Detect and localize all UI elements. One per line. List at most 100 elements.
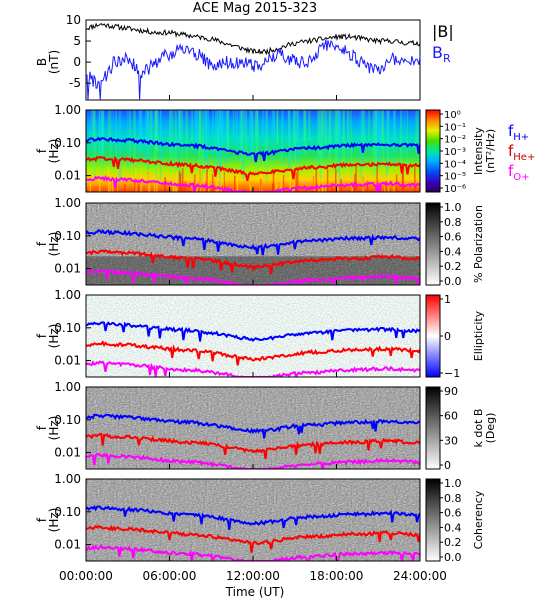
freq-axis-unit: (Hz)	[47, 232, 61, 257]
freq-axis-label: f	[35, 517, 49, 522]
freq-tick-label: 0.10	[54, 136, 81, 150]
colorbar-tick-label: 0	[444, 459, 451, 472]
time-tick-label: 06:00:00	[143, 569, 197, 583]
freq-axis-label: f	[35, 241, 49, 246]
spectrogram-kdotb	[86, 387, 420, 469]
colorbar-tick-label: 10⁻²	[444, 135, 466, 146]
colorbar-tick-label: 0.4	[444, 245, 462, 258]
freq-axis-unit: (Hz)	[47, 416, 61, 441]
colorbar-tick-label: 0	[444, 330, 451, 343]
colorbar-tick-label: 90	[444, 385, 458, 398]
freq-tick-label: 0.01	[54, 538, 81, 552]
panel-kdotb: 1.00 0.10 0.01 f(Hz) 90 60 30 0 k dot B (Deg)	[35, 380, 497, 472]
time-tick-label: 18:00:00	[310, 569, 364, 583]
magnetic-field-panel: 10 5 0 -5 B (nT) |B| BR	[35, 13, 454, 101]
freq-axis-label: f	[35, 148, 49, 153]
time-tick-label: 00:00:00	[59, 569, 113, 583]
freq-tick-label: 1.00	[54, 380, 81, 394]
b-tick-label: 5	[73, 34, 81, 48]
line-fHeplus	[86, 340, 420, 366]
line-fHeplus	[86, 433, 420, 459]
colorbar-tick-label: −1	[444, 367, 460, 380]
panel-intensity: 1.000.100.01f(Hz)10⁰10⁻¹10⁻²10⁻³10⁻⁴10⁻⁵…	[35, 103, 535, 195]
line-fOplus	[86, 360, 420, 377]
line-fHeplus	[86, 249, 420, 275]
freq-axis-label: f	[35, 425, 49, 430]
line-fOplus	[86, 174, 420, 192]
colorbar-tick-label: 1.0	[444, 201, 462, 214]
b-axis-unit: (nT)	[47, 50, 61, 74]
freq-tick-label: 0.10	[54, 229, 81, 243]
freq-tick-label: 1.00	[54, 472, 81, 486]
colorbar-tick-label: 10⁰	[444, 110, 461, 121]
br-series	[85, 39, 421, 101]
spectrogram-polarization	[86, 203, 420, 285]
freq-tick-label: 0.01	[54, 169, 81, 183]
line-fOplus	[86, 452, 420, 469]
b-tick-label: -5	[69, 76, 81, 90]
colorbar-kdotb	[425, 386, 441, 470]
colorbar-tick-label: 1.0	[444, 477, 462, 490]
colorbar-tick-label: 30	[444, 434, 458, 447]
time-tick-label: 24:00:00	[393, 569, 447, 583]
colorbar-tick-label: 0.0	[444, 275, 462, 288]
b-tick-label: 0	[73, 55, 81, 69]
colorbar-tick-label: 0.2	[444, 536, 462, 549]
colorbar-coherency	[425, 478, 441, 562]
spectrogram-intensity	[86, 110, 420, 192]
b-axis-label: B	[35, 58, 49, 66]
colorbar-label: (nT²/Hz)	[484, 129, 497, 173]
freq-tick-label: 0.10	[54, 505, 81, 519]
line-fHplus	[86, 321, 420, 343]
freq-tick-label: 0.01	[54, 354, 81, 368]
colorbar-tick-label: 1	[444, 293, 451, 306]
freq-tick-label: 0.01	[54, 262, 81, 276]
colorbar-tick-label: 10⁻⁶	[444, 184, 466, 195]
freq-axis-label: f	[35, 333, 49, 338]
freq-tick-label: 0.01	[54, 446, 81, 460]
freq-axis-unit: (Hz)	[47, 139, 61, 164]
legend-fHeplus: fHe+	[508, 142, 535, 163]
colorbar-tick-label: 10⁻⁵	[444, 172, 466, 183]
legend-br-sub: R	[443, 52, 451, 65]
panel-frame	[85, 19, 421, 101]
legend-fOplus: fO+	[508, 162, 530, 183]
line-fHplus	[86, 505, 420, 530]
panel-coherency: 1.00 0.10 0.01 f(Hz) 1.0 0.8 0.60.4 0.2 0.0 Coher…	[35, 472, 485, 564]
line-fHeplus	[86, 155, 420, 182]
legend-label: f	[508, 162, 514, 180]
line-fHplus	[86, 136, 420, 163]
colorbar-tick-label: 10⁻⁴	[444, 159, 466, 170]
colorbar-polarization	[425, 202, 441, 286]
colorbar-tick-label: 0.6	[444, 231, 462, 244]
abs-b-series	[85, 22, 421, 56]
legend-br: BR	[432, 43, 451, 65]
line-fHplus	[86, 228, 420, 256]
colorbar-label: Ellipticity	[472, 310, 485, 361]
colorbar-tick-label: 0.8	[444, 216, 462, 229]
line-fOplus	[86, 543, 420, 561]
colorbar-label: k dot B	[472, 409, 485, 448]
legend-sub: He+	[513, 152, 535, 163]
spectrogram-coherency	[86, 479, 420, 561]
freq-tick-label: 1.00	[54, 103, 81, 117]
legend-label: f	[508, 142, 514, 160]
colorbar-tick-label: 0.6	[444, 507, 462, 520]
legend-label: f	[508, 122, 514, 140]
line-fOplus	[86, 268, 420, 285]
panel-polarization: 1.00 0.10 0.01 f(Hz) 1.0 0.8 0.60.4 0.2 0.0 % Pol…	[35, 196, 485, 288]
time-axis: 00:00:00 06:00:00 12:00:00 18:00:00 24:00:00	[59, 95, 447, 583]
freq-tick-label: 1.00	[54, 288, 81, 302]
colorbar-tick-label: 60	[444, 410, 458, 423]
time-axis-label: Time (UT)	[225, 585, 285, 599]
colorbar-tick-label: 0.2	[444, 260, 462, 273]
freq-tick-label: 0.10	[54, 413, 81, 427]
freq-tick-label: 0.10	[54, 321, 81, 335]
b-tick-label: 10	[66, 13, 81, 27]
colorbar-tick-label: 0.0	[444, 551, 462, 564]
colorbar-label: (Deg)	[484, 413, 497, 444]
colorbar-intensity	[425, 109, 441, 193]
legend-abs-b: |B|	[432, 22, 454, 41]
panel-ellipticity: 1.00 0.10 0.01 f(Hz) 1 0 −1 Ellipticity	[35, 288, 485, 380]
